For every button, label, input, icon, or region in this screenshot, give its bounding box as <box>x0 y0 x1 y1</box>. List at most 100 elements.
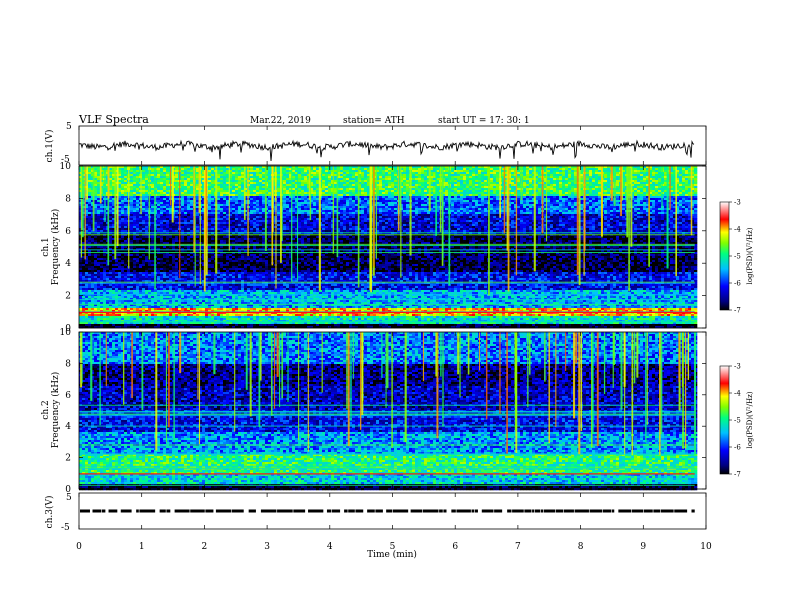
spectrogram-cell <box>193 318 196 320</box>
spectrogram-cell <box>181 264 184 266</box>
spectrogram-cell <box>151 288 154 290</box>
spectrogram-cell <box>145 228 148 230</box>
spectrogram-cell <box>136 264 139 266</box>
spectrogram-cell <box>94 198 97 200</box>
spectrogram-cell <box>175 278 178 280</box>
spectrogram-cell <box>79 268 82 270</box>
spectrogram-cell <box>187 256 190 258</box>
spectrogram-cell <box>157 258 160 260</box>
spectrogram-cell <box>241 186 244 188</box>
spectrogram-cell <box>220 186 223 188</box>
spectrogram-cell <box>106 286 109 288</box>
spectrogram-cell <box>214 306 217 308</box>
spectrogram-cell <box>160 284 163 286</box>
spectrogram-cell <box>151 178 154 180</box>
spectrogram-cell <box>130 170 133 172</box>
spectrogram-cell <box>118 262 121 264</box>
spectrogram-cell <box>133 202 136 204</box>
spectrogram-cell <box>178 290 181 292</box>
spectrogram-cell <box>244 226 247 228</box>
spectrogram-cell <box>232 314 235 316</box>
spectrogram-cell <box>136 216 139 218</box>
spectrogram-cell <box>124 180 127 182</box>
spectrogram-cell <box>187 266 190 268</box>
spectrogram-cell <box>241 202 244 204</box>
spectrogram-cell <box>175 270 178 272</box>
spectrogram-cell <box>94 238 97 240</box>
spectrogram-cell <box>91 288 94 290</box>
spectrogram-cell <box>220 190 223 192</box>
spectrogram-cell <box>184 260 187 262</box>
spectrogram-cell <box>121 296 124 298</box>
spectrogram-cell <box>220 258 223 260</box>
spectrogram-cell <box>136 274 139 276</box>
spectrogram-cell <box>130 180 133 182</box>
spectrogram-cell <box>232 288 235 290</box>
spectrogram-cell <box>106 274 109 276</box>
spectrogram-cell <box>187 230 190 232</box>
spectrogram-cell <box>175 256 178 258</box>
spectrogram-cell <box>241 256 244 258</box>
spectrogram-cell <box>178 324 181 326</box>
spectrogram-cell <box>229 260 232 262</box>
spectrogram-cell <box>124 212 127 214</box>
spectrogram-cell <box>184 190 187 192</box>
spectrogram-cell <box>109 316 112 318</box>
spectrogram-cell <box>193 292 196 294</box>
spectrogram-cell <box>85 272 88 274</box>
spectrogram-cell <box>97 218 100 220</box>
spectrogram-cell <box>130 230 133 232</box>
spectrogram-cell <box>142 318 145 320</box>
spectrogram-cell <box>166 274 169 276</box>
spectrogram-cell <box>121 278 124 280</box>
spectrogram-cell <box>109 204 112 206</box>
spectrogram-cell <box>220 262 223 264</box>
spectrogram-cell <box>109 268 112 270</box>
spectrogram-cell <box>190 288 193 290</box>
spectrogram-cell <box>82 324 85 326</box>
spectrogram-cell <box>148 276 151 278</box>
spectrogram-cell <box>232 290 235 292</box>
spectrogram-cell <box>175 316 178 318</box>
spectrogram-cell <box>163 272 166 274</box>
spectrogram-cell <box>142 256 145 258</box>
spectrogram-cell <box>130 284 133 286</box>
spectrogram-cell <box>187 276 190 278</box>
spectrogram-cell <box>121 256 124 258</box>
spectrogram-cell <box>217 170 220 172</box>
spectrogram-cell <box>220 206 223 208</box>
spectrogram-cell <box>187 178 190 180</box>
spectrogram-cell <box>184 182 187 184</box>
spectrogram-cell <box>166 308 169 310</box>
spectrogram-cell <box>199 314 202 316</box>
spectrogram-cell <box>226 254 229 256</box>
spectrogram-cell <box>151 260 154 262</box>
spectrogram-cell <box>151 256 154 258</box>
spectrogram-cell <box>94 262 97 264</box>
spectrogram-cell <box>241 196 244 198</box>
spectrogram-cell <box>100 254 103 256</box>
spectrogram-cell <box>184 216 187 218</box>
spectrogram-cell <box>151 228 154 230</box>
spectrogram-cell <box>238 274 241 276</box>
spectrogram-cell <box>151 182 154 184</box>
spectrogram-cell <box>100 228 103 230</box>
spectrogram-cell <box>85 278 88 280</box>
spectrogram-cell <box>133 206 136 208</box>
spectrogram-cell <box>151 200 154 202</box>
spectrogram-cell <box>169 254 172 256</box>
spectrogram-cell <box>226 292 229 294</box>
spectrogram-cell <box>139 278 142 280</box>
spectrogram-cell <box>193 272 196 274</box>
spectrogram-cell <box>109 254 112 256</box>
spectrogram-cell <box>148 268 151 270</box>
spectrogram-cell <box>241 314 244 316</box>
spectrogram-cell <box>184 324 187 326</box>
spectrogram-cell <box>184 172 187 174</box>
spectrogram-cell <box>181 318 184 320</box>
spectrogram-cell <box>151 238 154 240</box>
spectrogram-cell <box>247 300 250 302</box>
spectrogram-cell <box>232 272 235 274</box>
spectrogram-cell <box>217 226 220 228</box>
spectrogram-cell <box>217 288 220 290</box>
